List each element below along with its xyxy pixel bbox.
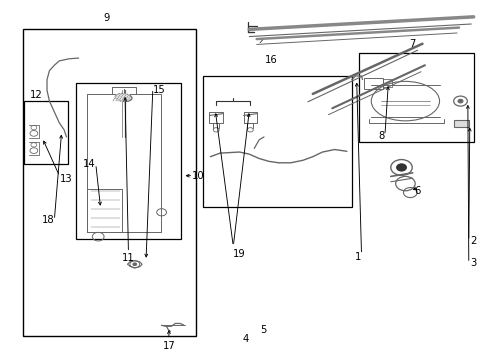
Text: 2: 2 xyxy=(469,236,476,246)
Text: 17: 17 xyxy=(162,341,175,351)
Ellipse shape xyxy=(115,94,132,102)
Text: 18: 18 xyxy=(41,215,54,225)
Text: 11: 11 xyxy=(122,253,135,263)
Text: 7: 7 xyxy=(409,40,415,49)
Circle shape xyxy=(457,99,462,103)
Bar xyxy=(203,76,351,207)
Text: 13: 13 xyxy=(60,174,72,184)
Circle shape xyxy=(133,263,137,266)
Bar xyxy=(453,120,468,127)
Text: 4: 4 xyxy=(242,333,248,343)
Bar xyxy=(24,101,68,164)
Text: 9: 9 xyxy=(103,13,110,23)
Bar xyxy=(358,53,473,142)
Text: 5: 5 xyxy=(260,325,266,335)
Text: 12: 12 xyxy=(29,90,42,100)
Bar xyxy=(363,78,383,89)
Text: 14: 14 xyxy=(83,159,96,169)
Bar xyxy=(383,79,391,87)
Text: 16: 16 xyxy=(264,55,277,65)
Text: 3: 3 xyxy=(469,258,475,268)
Text: 10: 10 xyxy=(191,171,204,181)
Bar xyxy=(76,83,181,239)
Text: 19: 19 xyxy=(233,248,245,258)
Text: 8: 8 xyxy=(378,131,384,141)
Circle shape xyxy=(396,164,406,171)
Text: 1: 1 xyxy=(354,252,361,262)
Bar xyxy=(22,30,195,336)
Text: 6: 6 xyxy=(413,186,420,196)
Text: 15: 15 xyxy=(153,85,165,95)
